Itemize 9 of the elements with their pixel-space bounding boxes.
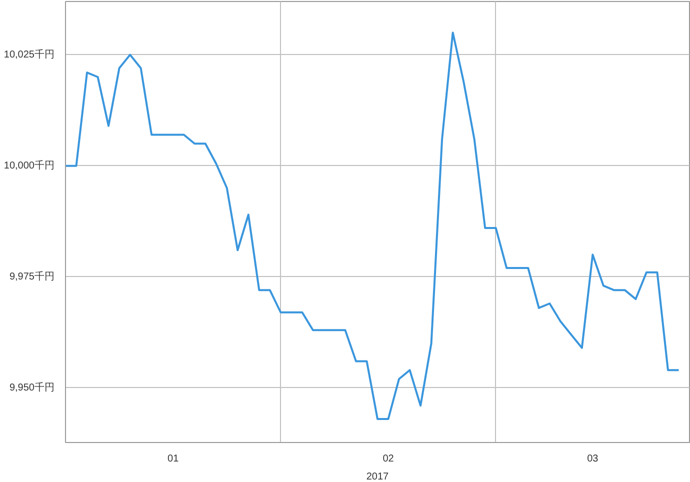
- text: 01: [168, 454, 180, 464]
- text: 03: [587, 454, 599, 464]
- line-series: [66, 32, 680, 420]
- y-tick-label: 10,000千円: [4, 159, 55, 172]
- y-tick-label: 10,025千円: [4, 48, 55, 60]
- y-tick-label: 9,950千円: [9, 381, 55, 394]
- text: 02: [382, 454, 394, 464]
- y-tick-label: 9,975千円: [9, 270, 55, 282]
- x-axis-title: 2017: [366, 472, 390, 482]
